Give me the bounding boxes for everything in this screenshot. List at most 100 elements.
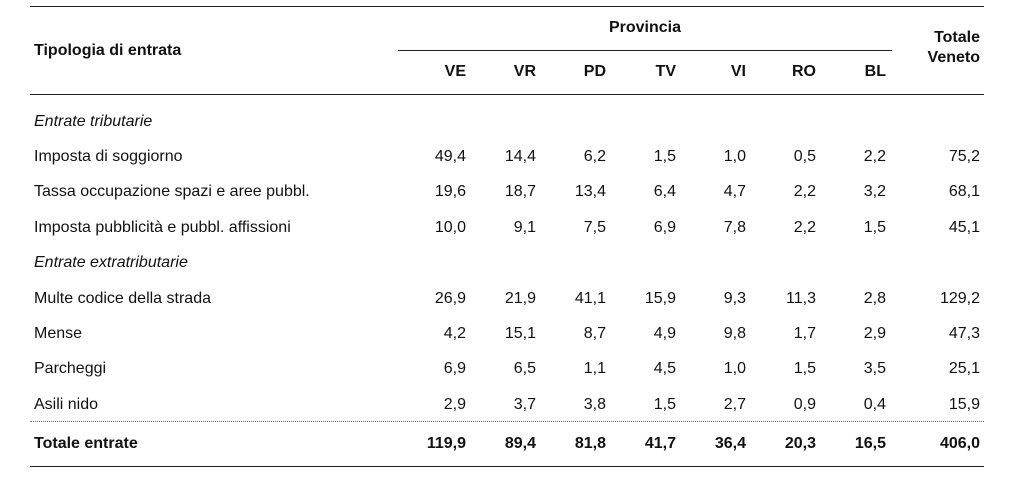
header-rule [30,94,984,95]
value-cell: 2,2 [793,183,816,200]
value-cell: 6,9 [443,360,466,377]
value-cell: 75,2 [948,148,980,165]
value-cell: 0,4 [863,396,886,413]
table-row: Imposta pubblicità e pubbl. affissioni 10… [30,216,984,240]
value-cell: 36,4 [714,435,746,452]
value-cell: 15,1 [504,325,536,342]
value-cell: 89,4 [504,435,536,452]
value-cell: 13,4 [574,183,606,200]
value-cell: 16,5 [854,435,886,452]
top-rule [30,6,984,7]
value-cell: 4,9 [653,325,676,342]
value-cell: 8,7 [583,325,606,342]
value-cell: 2,2 [793,219,816,236]
row-label: Tassa occupazione spazi e aree pubbl. [34,183,310,200]
value-cell: 45,1 [948,219,980,236]
value-cell: 7,8 [723,219,746,236]
value-cell: 6,4 [653,183,676,200]
row-label: Multe codice della strada [34,290,211,307]
value-cell: 4,5 [653,360,676,377]
value-cell: 6,2 [583,148,606,165]
column-header-tv: TV [655,63,676,80]
value-cell: 1,0 [723,148,746,165]
header-tipologia: Tipologia di entrata [34,42,182,59]
value-cell: 3,7 [513,396,536,413]
column-header-ve: VE [444,63,466,80]
column-header-vr: VR [513,63,536,80]
row-label: Totale entrate [34,435,138,452]
value-cell: 3,2 [863,183,886,200]
header-totale-veneto: Totale Veneto [890,28,980,68]
value-cell: 3,5 [863,360,886,377]
value-cell: 129,2 [939,290,980,307]
table-row: Mense 4,2 15,1 8,7 4,9 9,8 1,7 2,9 47,3 [30,322,984,346]
value-cell: 68,1 [948,183,980,200]
revenue-table: Tipologia di entrata Provincia Totale Ve… [30,0,984,484]
value-cell: 21,9 [504,290,536,307]
value-cell: 4,7 [723,183,746,200]
value-cell: 1,0 [723,360,746,377]
value-cell: 0,5 [793,148,816,165]
value-cell: 119,9 [426,435,466,452]
row-label: Mense [34,325,83,342]
column-header-vi: VI [730,63,746,80]
value-cell: 11,3 [786,290,816,307]
value-cell: 2,7 [723,396,746,413]
row-label: Asili nido [34,396,99,413]
section-row: Entrate extratributarie [30,251,984,275]
value-cell: 25,1 [948,360,980,377]
value-cell: 20,3 [784,435,816,452]
value-cell: 2,2 [863,148,886,165]
value-cell: 6,5 [513,360,536,377]
value-cell: 9,1 [513,219,536,236]
value-cell: 406,0 [939,435,980,452]
header-totale-line1: Totale [934,29,980,46]
value-cell: 1,5 [793,360,816,377]
value-cell: 49,4 [434,148,466,165]
value-cell: 1,1 [583,360,606,377]
value-cell: 41,7 [644,435,676,452]
table-row: Imposta di soggiorno 49,4 14,4 6,2 1,5 1,0 0,5… [30,145,984,169]
total-row: Totale entrate 119,9 89,4 81,8 41,7 36,4 20,3 1… [30,432,984,456]
value-cell: 0,9 [793,396,816,413]
value-cell: 15,9 [644,290,676,307]
total-separator [30,421,984,422]
column-header-pd: PD [583,63,606,80]
table-row: Tassa occupazione spazi e aree pubbl. 19,… [30,180,984,204]
section-label: Entrate tributarie [34,113,153,130]
value-cell: 41,1 [574,290,606,307]
value-cell: 9,3 [723,290,746,307]
value-cell: 3,8 [583,396,606,413]
value-cell: 47,3 [948,325,980,342]
table-row: Parcheggi 6,9 6,5 1,1 4,5 1,0 1,5 3,5 25,1 [30,357,984,381]
value-cell: 2,9 [863,325,886,342]
bottom-rule [30,466,984,467]
column-header-bl: BL [864,63,886,80]
value-cell: 19,6 [434,183,466,200]
value-cell: 15,9 [948,396,980,413]
value-cell: 18,7 [504,183,536,200]
section-label: Entrate extratributarie [34,254,188,271]
value-cell: 1,5 [863,219,886,236]
section-row: Entrate tributarie [30,110,984,134]
value-cell: 81,8 [574,435,606,452]
header-totale-line2: Veneto [927,49,980,66]
value-cell: 4,2 [443,325,466,342]
value-cell: 6,9 [653,219,676,236]
row-label: Imposta di soggiorno [34,148,183,165]
column-header-ro: RO [792,63,816,80]
value-cell: 7,5 [583,219,606,236]
value-cell: 26,9 [434,290,466,307]
header-provincia: Provincia [608,19,682,36]
value-cell: 9,8 [723,325,746,342]
provincia-rule [398,50,892,51]
table-row: Asili nido 2,9 3,7 3,8 1,5 2,7 0,9 0,4 15,9 [30,393,984,417]
value-cell: 1,5 [653,396,676,413]
value-cell: 2,8 [863,290,886,307]
table-row: Multe codice della strada 26,9 21,9 41,1 15,… [30,287,984,311]
value-cell: 14,4 [504,148,536,165]
row-label: Parcheggi [34,360,107,377]
value-cell: 1,5 [653,148,676,165]
value-cell: 2,9 [443,396,466,413]
row-label: Imposta pubblicità e pubbl. affissioni [34,219,291,236]
